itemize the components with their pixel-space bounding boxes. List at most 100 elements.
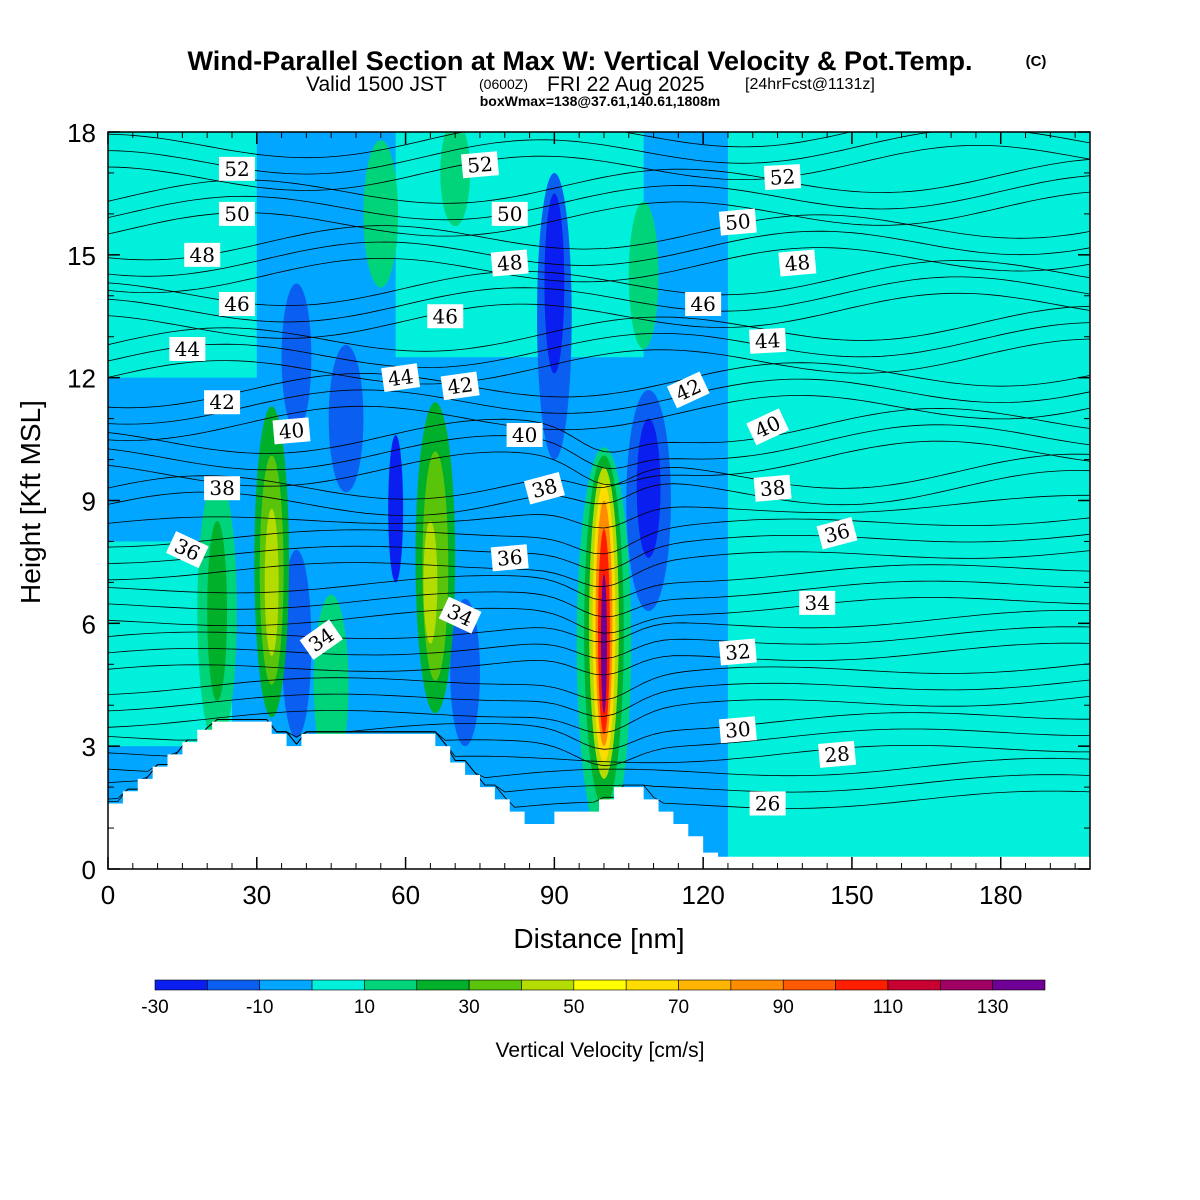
colorbar-tick-label-5: 70 — [668, 997, 689, 1018]
contour-label-text: 30 — [724, 717, 751, 743]
contour-label-6: 48 — [184, 242, 221, 267]
updraft-cell-14 — [600, 574, 607, 714]
x-tick-label-6: 180 — [979, 880, 1022, 910]
theta-contour-50-0 — [108, 191, 1090, 237]
contour-label-text: 52 — [224, 157, 249, 181]
y-tick-label-6: 18 — [67, 118, 96, 148]
contour-label-text: 48 — [784, 250, 811, 276]
contour-label-15: 42 — [204, 390, 241, 415]
contour-label-16: 42 — [440, 371, 480, 401]
contour-label-text: 50 — [224, 202, 249, 226]
theta-contour-52-2 — [108, 132, 852, 159]
theta-contour-38-2 — [108, 453, 1090, 500]
terrain-mask — [108, 721, 1090, 869]
contour-label-1: 52 — [460, 151, 499, 179]
updraft-cell-17 — [628, 201, 659, 350]
contour-label-text: 38 — [209, 476, 234, 500]
contour-label-text: 48 — [190, 243, 215, 267]
contour-label-10: 46 — [427, 304, 464, 329]
x-axis-title: Distance [nm] — [513, 923, 684, 954]
contour-label-text: 26 — [755, 791, 780, 815]
valid-date: FRI 22 Aug 2025 — [547, 73, 705, 96]
updraft-cell-4 — [264, 508, 279, 657]
contour-label-4: 50 — [491, 201, 528, 226]
y-tick-label-4: 12 — [67, 364, 96, 394]
colorbar-box-4 — [364, 979, 418, 991]
contour-label-33: 26 — [749, 791, 786, 816]
downdraft-cell-8 — [544, 193, 565, 374]
contour-label-17: 42 — [666, 371, 710, 409]
colorbar-box-9 — [625, 979, 679, 991]
y-axis-title: Height [Kft MSL] — [15, 400, 46, 604]
colorbar-box-10 — [678, 979, 732, 991]
contour-label-29: 34 — [799, 590, 836, 615]
theta-contour-30-0 — [108, 696, 1090, 734]
theta-contour-40-0 — [108, 440, 1090, 487]
theta-contour-44-1 — [108, 322, 1090, 369]
theta-contour-52-0 — [108, 145, 1090, 191]
downdraft-cell-7 — [281, 283, 312, 431]
theta-contour-30-2 — [108, 663, 1090, 701]
colorbar-box-6 — [468, 979, 522, 991]
contour-label-8: 48 — [778, 249, 817, 277]
contour-label-text: 44 — [386, 364, 415, 391]
colorbar-box-3 — [311, 979, 365, 991]
theta-contour-32-2 — [108, 609, 1090, 643]
theta-contour-36-2 — [108, 517, 1090, 555]
colorbar-box-16 — [992, 979, 1046, 991]
colorbar-box-12 — [782, 979, 836, 991]
theta-contour-36-0 — [108, 550, 1090, 588]
colorbar-box-0 — [154, 979, 208, 991]
contour-label-25: 36 — [490, 544, 529, 572]
theta-contour-34-0 — [108, 597, 1090, 634]
contour-label-text: 44 — [175, 337, 200, 361]
colorbar-tick-label-1: -10 — [246, 997, 273, 1018]
colorbar-tick-label-8: 130 — [977, 997, 1009, 1018]
colorbar-box-14 — [887, 979, 941, 991]
y-tick-label-3: 9 — [82, 487, 96, 517]
contour-label-text: 32 — [724, 639, 751, 665]
theta-contour-46-1 — [108, 276, 1090, 323]
theta-contour-48-1 — [108, 230, 1090, 277]
colorbar-tick-label-2: 10 — [354, 997, 375, 1018]
contour-label-text: 52 — [769, 164, 796, 189]
colorbar-box-11 — [730, 979, 784, 991]
colorbar-tick-label-3: 30 — [459, 997, 480, 1018]
contour-label-text: 50 — [497, 202, 522, 226]
contour-label-text: 46 — [690, 292, 715, 316]
downdraft-cell-6 — [388, 434, 404, 583]
contour-label-23: 38 — [753, 474, 792, 502]
contour-label-31: 30 — [718, 716, 757, 744]
colorbar-tick-label-0: -30 — [141, 997, 168, 1018]
contour-label-21: 38 — [204, 476, 241, 501]
copyright-mark: (C) — [1026, 53, 1047, 70]
theta-contour-48-0 — [108, 247, 1090, 294]
x-tick-label-2: 60 — [391, 880, 420, 910]
updraft-cell-1 — [207, 520, 228, 702]
y-tick-label-1: 3 — [82, 732, 96, 762]
contour-label-26: 36 — [816, 517, 858, 550]
y-tick-label-2: 6 — [82, 609, 96, 639]
contour-label-19: 40 — [506, 422, 543, 447]
contour-label-text: 34 — [804, 591, 829, 615]
y-tick-label-5: 15 — [67, 241, 96, 271]
colorbar-box-5 — [416, 979, 470, 991]
theta-contour-42-2 — [108, 362, 1090, 409]
contour-label-30: 32 — [718, 638, 757, 666]
x-tick-label-1: 30 — [242, 880, 271, 910]
contour-label-text: 38 — [759, 475, 786, 501]
contour-label-text: 48 — [496, 250, 523, 276]
contour-label-11: 46 — [685, 291, 722, 316]
theta-contour-40-2 — [108, 407, 1090, 454]
contour-label-text: 46 — [433, 304, 458, 328]
theta-contour-38-0 — [108, 494, 1090, 529]
x-tick-label-3: 90 — [540, 880, 569, 910]
contour-label-2: 52 — [763, 164, 802, 190]
theta-contour-44-0 — [108, 338, 1090, 385]
contour-label-text: 50 — [724, 209, 751, 235]
colorbar: -30 -10 10 30 50 70 90 110 130 — [141, 979, 1046, 1018]
colorbar-box-1 — [207, 979, 261, 991]
contour-label-text: 28 — [823, 741, 850, 767]
